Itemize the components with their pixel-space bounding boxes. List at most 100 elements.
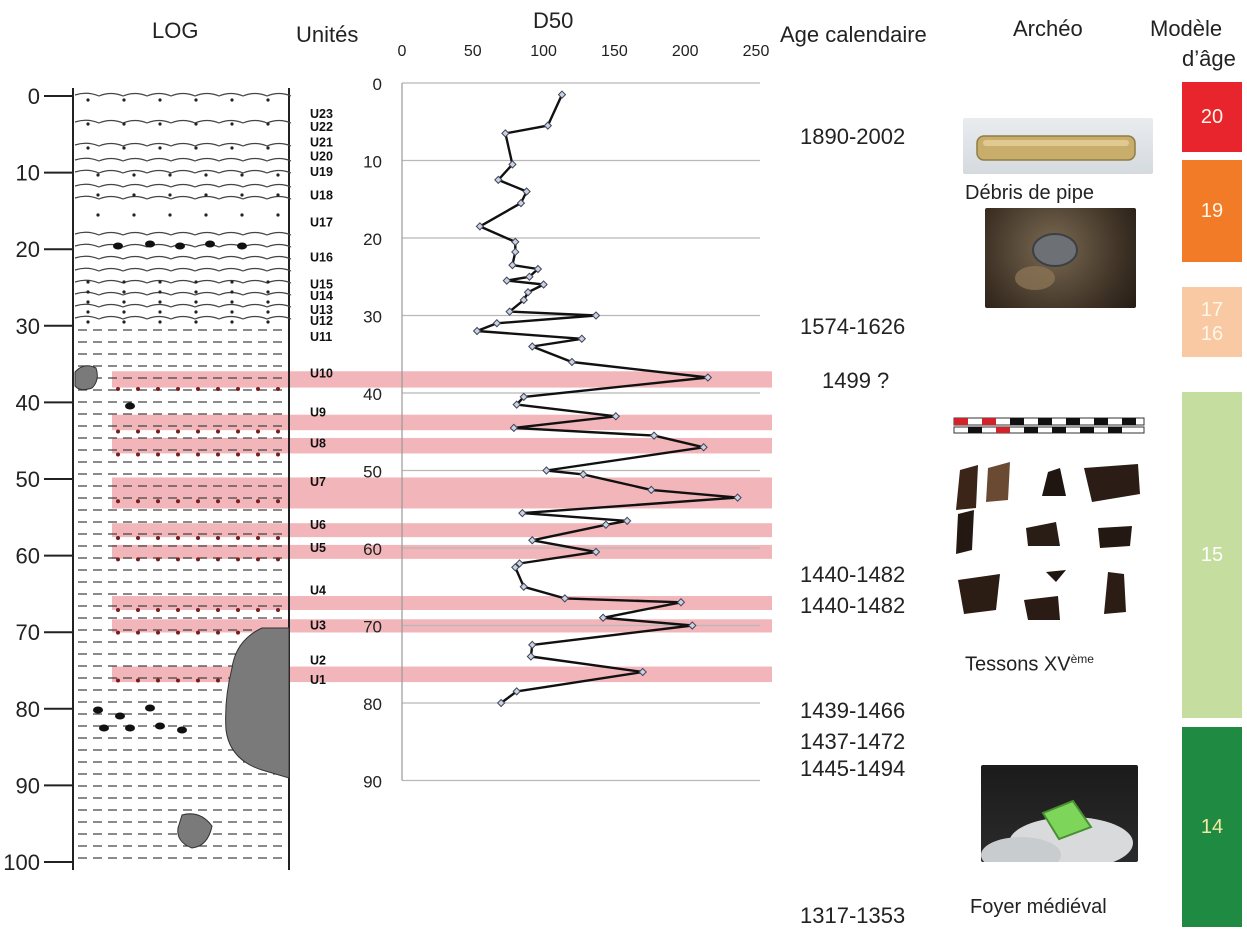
d50-y-tick-label: 30 bbox=[363, 308, 382, 327]
d50-data-point bbox=[647, 485, 656, 495]
unit-label: U3 bbox=[310, 619, 326, 633]
d50-data-point bbox=[577, 334, 587, 343]
d50-data-point bbox=[508, 260, 517, 270]
d50-data-point bbox=[543, 121, 553, 130]
stratigraphic-log bbox=[72, 88, 292, 870]
red-sand-dot bbox=[116, 535, 120, 540]
red-sand-dot bbox=[156, 535, 160, 540]
d50-data-point bbox=[526, 652, 536, 661]
d50-data-point bbox=[505, 307, 514, 316]
age-model-header-line2: d’âge bbox=[1182, 46, 1236, 71]
age-model-block: 20 bbox=[1182, 82, 1242, 152]
red-sand-dot bbox=[256, 429, 260, 434]
sand-dot bbox=[230, 300, 234, 304]
unit-label: U12 bbox=[310, 314, 333, 328]
red-sand-dot bbox=[236, 630, 240, 635]
red-sand-dot bbox=[276, 452, 280, 457]
sand-dot bbox=[122, 122, 126, 126]
sherds-icon bbox=[953, 417, 1145, 620]
unit-label: U13 bbox=[310, 303, 333, 317]
red-sand-dot bbox=[196, 607, 200, 612]
archeo-header: Archéo bbox=[1013, 16, 1083, 41]
sand-dot bbox=[240, 173, 244, 177]
sand-dot bbox=[230, 290, 234, 294]
bedding-line bbox=[74, 119, 292, 124]
sand-dot bbox=[276, 213, 280, 217]
red-sand-dot bbox=[176, 630, 180, 635]
bedding-line bbox=[74, 92, 292, 97]
sand-dot bbox=[194, 122, 198, 126]
red-sand-dot bbox=[216, 678, 220, 683]
d50-series-line bbox=[475, 94, 739, 704]
red-sand-dot bbox=[196, 678, 200, 683]
highlight-band-2 bbox=[112, 414, 772, 431]
calendar-age-label: 1440-1482 bbox=[800, 593, 906, 619]
d50-data-point bbox=[528, 640, 537, 650]
sand-dot bbox=[230, 280, 234, 284]
red-sand-dot bbox=[156, 452, 160, 457]
red-sand-dot bbox=[276, 429, 280, 434]
log-depth-label: 60 bbox=[16, 544, 40, 569]
d50-data-point bbox=[539, 280, 548, 289]
bedding-line bbox=[74, 279, 292, 284]
red-sand-dot bbox=[216, 386, 220, 391]
red-sand-dot bbox=[216, 429, 220, 434]
red-sand-dot bbox=[176, 557, 180, 562]
d50-y-tick-label: 90 bbox=[363, 773, 382, 792]
d50-y-tick-label: 10 bbox=[363, 153, 382, 172]
red-sand-dot bbox=[136, 386, 140, 391]
sand-dot bbox=[158, 122, 162, 126]
grey-clast bbox=[74, 365, 98, 391]
sand-dot bbox=[194, 310, 198, 314]
sand-dot bbox=[158, 146, 162, 150]
d50-data-point bbox=[649, 431, 659, 440]
grey-nodule bbox=[177, 813, 213, 849]
d50-data-point bbox=[579, 470, 588, 479]
sand-dot bbox=[168, 193, 172, 197]
bedding-line bbox=[74, 267, 292, 272]
highlight-band-5 bbox=[112, 523, 772, 538]
sherds-caption-sup: ème bbox=[1070, 652, 1094, 666]
d50-data-point bbox=[494, 175, 503, 185]
highlight-band-9 bbox=[112, 666, 772, 683]
red-sand-dot bbox=[156, 429, 160, 434]
d50-data-point bbox=[512, 687, 521, 696]
red-sand-dot bbox=[156, 386, 160, 391]
d50-data-point bbox=[542, 466, 551, 475]
d50-y-tick-label: 0 bbox=[373, 75, 382, 94]
d50-data-point bbox=[511, 247, 520, 257]
calendar-age-label: 1499 ? bbox=[822, 368, 890, 394]
sand-dot bbox=[158, 300, 162, 304]
log-depth-label: 0 bbox=[28, 84, 40, 109]
sand-dot bbox=[158, 320, 162, 324]
red-sand-dot bbox=[196, 557, 200, 562]
d50-y-tick-label: 40 bbox=[363, 385, 382, 404]
d50-data-point bbox=[515, 559, 524, 568]
d50-data-point bbox=[472, 326, 482, 336]
unit-label: U23 bbox=[310, 107, 333, 121]
d50-data-point bbox=[475, 222, 485, 231]
sand-dot bbox=[266, 280, 270, 284]
sand-dot bbox=[194, 146, 198, 150]
d50-data-point bbox=[496, 698, 506, 708]
d50-y-tick-label: 50 bbox=[363, 463, 382, 482]
pebble bbox=[99, 724, 109, 732]
d50-data-point bbox=[638, 667, 647, 677]
d50-data-point bbox=[519, 582, 528, 591]
age-header: Age calendaire bbox=[780, 22, 927, 47]
sand-dot bbox=[194, 320, 198, 324]
unit-label: U11 bbox=[310, 330, 332, 344]
sand-dot bbox=[86, 122, 90, 126]
pipe-debris-photo bbox=[963, 118, 1153, 174]
sand-dot bbox=[194, 300, 198, 304]
sand-dot bbox=[158, 310, 162, 314]
d50-data-point bbox=[511, 563, 520, 572]
sand-dot bbox=[230, 98, 234, 102]
pottery-sherds-photo bbox=[948, 410, 1153, 628]
d50-data-point bbox=[508, 160, 517, 169]
d50-chart: 0 10 20 30 40 50 60 70 80 90 0 50 100 150 200 250 bbox=[363, 43, 769, 792]
bedding-line bbox=[74, 303, 292, 308]
log-depth-axis: 0 10 20 30 40 50 60 70 80 90 100 bbox=[3, 84, 73, 875]
d50-y-tick-label: 60 bbox=[363, 540, 382, 559]
sand-dot bbox=[122, 310, 126, 314]
